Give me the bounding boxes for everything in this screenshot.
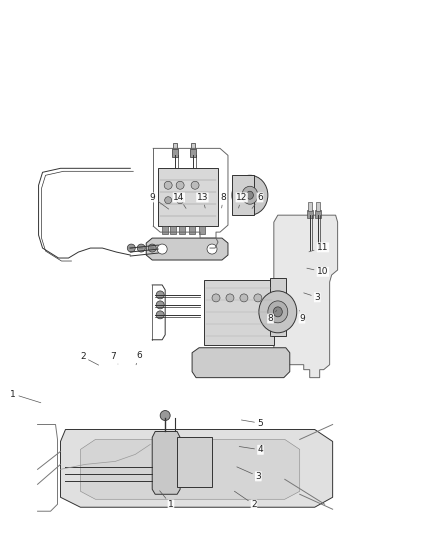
Text: 6: 6 — [136, 351, 142, 365]
Ellipse shape — [268, 301, 288, 323]
Bar — [270, 278, 286, 336]
Circle shape — [164, 181, 172, 189]
Circle shape — [156, 301, 164, 309]
Polygon shape — [60, 430, 332, 507]
Bar — [173, 143, 177, 149]
Circle shape — [176, 181, 184, 189]
Circle shape — [148, 244, 156, 252]
FancyBboxPatch shape — [177, 438, 212, 487]
Ellipse shape — [232, 175, 268, 215]
Circle shape — [207, 244, 217, 254]
Bar — [179, 226, 185, 234]
Text: 8: 8 — [220, 193, 226, 208]
Text: 9: 9 — [150, 193, 169, 209]
Circle shape — [240, 294, 248, 302]
Circle shape — [177, 197, 184, 204]
Text: 8: 8 — [268, 310, 277, 323]
Bar — [190, 148, 196, 157]
Circle shape — [254, 294, 262, 302]
Circle shape — [156, 291, 164, 299]
Text: 12: 12 — [236, 193, 247, 208]
Circle shape — [160, 410, 170, 421]
Text: 2: 2 — [234, 491, 257, 509]
Polygon shape — [192, 348, 290, 378]
Text: 10: 10 — [307, 268, 328, 276]
Bar — [314, 210, 321, 218]
Text: 5: 5 — [241, 419, 263, 428]
Circle shape — [212, 294, 220, 302]
Text: 4: 4 — [239, 445, 263, 454]
Bar — [172, 148, 178, 157]
Text: 1: 1 — [159, 491, 174, 509]
Bar — [316, 202, 320, 211]
Circle shape — [165, 197, 172, 204]
Bar — [308, 202, 312, 211]
Circle shape — [156, 311, 164, 319]
Text: 9: 9 — [299, 311, 305, 323]
Text: 1: 1 — [10, 390, 41, 403]
Text: 6: 6 — [252, 193, 263, 208]
Ellipse shape — [273, 307, 283, 317]
Text: 3: 3 — [237, 467, 261, 481]
Ellipse shape — [242, 186, 258, 204]
FancyBboxPatch shape — [204, 280, 274, 345]
Text: 2: 2 — [80, 352, 99, 365]
Polygon shape — [146, 238, 228, 260]
Polygon shape — [81, 439, 300, 499]
Bar — [199, 226, 205, 234]
Text: 3: 3 — [304, 293, 320, 302]
Circle shape — [137, 244, 145, 252]
Circle shape — [127, 244, 135, 252]
Bar — [170, 226, 176, 234]
Ellipse shape — [247, 191, 254, 199]
Text: 13: 13 — [197, 193, 208, 208]
Polygon shape — [152, 432, 180, 494]
Text: 7: 7 — [110, 352, 118, 364]
Bar — [307, 210, 313, 218]
Bar — [232, 175, 254, 215]
Circle shape — [191, 181, 199, 189]
FancyBboxPatch shape — [158, 168, 218, 226]
Ellipse shape — [259, 291, 297, 333]
Circle shape — [226, 294, 234, 302]
Text: 14: 14 — [173, 193, 186, 208]
Bar — [162, 226, 168, 234]
Circle shape — [157, 244, 167, 254]
Text: 11: 11 — [309, 243, 328, 252]
Polygon shape — [270, 215, 338, 378]
Bar — [189, 226, 195, 234]
Bar — [191, 143, 195, 149]
